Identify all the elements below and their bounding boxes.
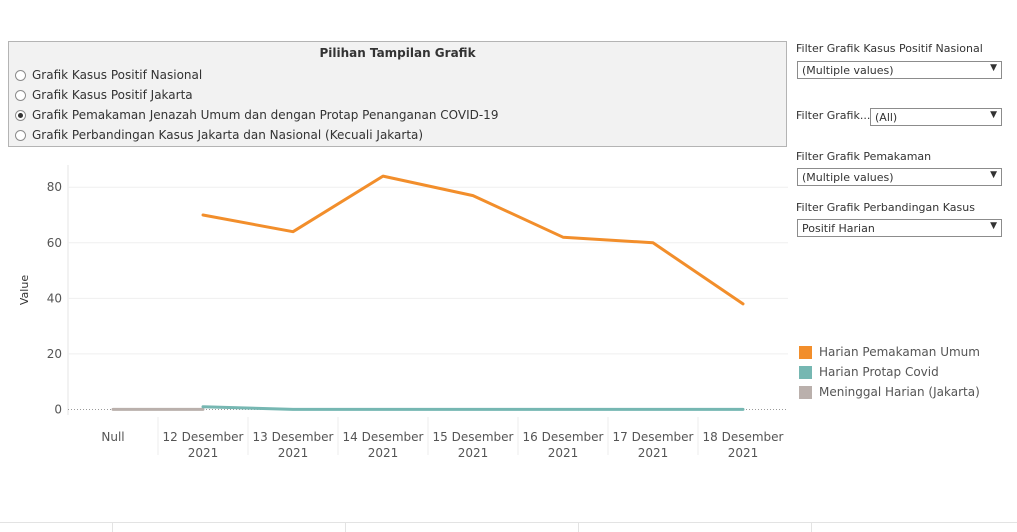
legend-swatch: [799, 365, 812, 379]
radio-label: Grafik Kasus Positif Nasional: [32, 68, 203, 82]
line-chart: 0 20 40 60 80 Null 12 Desember 2021 13 Desember…: [18, 165, 788, 460]
filter-label-perbandingan: Filter Grafik Perbandingan Kasus: [796, 201, 975, 214]
radio-label: Grafik Pemakaman Jenazah Umum dan dengan…: [32, 108, 499, 122]
radio-icon[interactable]: [15, 89, 26, 101]
radio-icon[interactable]: [15, 129, 26, 141]
filter-label-pemakaman: Filter Grafik Pemakaman: [796, 150, 932, 163]
chevron-down-icon: ▼: [990, 63, 997, 73]
filter-dropdown-grafik[interactable]: (All) ▼: [870, 108, 1002, 126]
radio-icon[interactable]: [15, 69, 26, 81]
filter-dropdown-pemakaman[interactable]: (Multiple values) ▼: [797, 168, 1002, 186]
x-tick-label: 15 Desember: [433, 430, 514, 444]
radio-option-perbandingan[interactable]: Grafik Perbandingan Kasus Jakarta dan Na…: [15, 126, 423, 144]
chart-selection-panel: Pilihan Tampilan Grafik Grafik Kasus Pos…: [8, 41, 787, 147]
y-axis: 0 20 40 60 80: [47, 180, 62, 416]
panel-title: Pilihan Tampilan Grafik: [319, 46, 476, 60]
radio-label: Grafik Perbandingan Kasus Jakarta dan Na…: [32, 128, 424, 142]
chevron-down-icon: ▼: [990, 110, 997, 120]
x-axis: Null 12 Desember 2021 13 Desember 2021 14 Des…: [101, 417, 784, 460]
radio-icon[interactable]: [15, 109, 26, 121]
x-tick-label: 16 Desember: [523, 430, 604, 444]
x-tick-label: 2021: [728, 446, 759, 460]
series-line: [201, 405, 745, 411]
chevron-down-icon: ▼: [990, 221, 997, 231]
x-tick-label: 18 Desember: [703, 430, 784, 444]
y-tick-label: 60: [47, 236, 62, 250]
bottom-divider-tick: [811, 522, 812, 532]
radio-option-kasus-jakarta[interactable]: Grafik Kasus Positif Jakarta: [15, 86, 193, 104]
bottom-divider-tick: [112, 522, 113, 532]
radio-option-pemakaman[interactable]: Grafik Pemakaman Jenazah Umum dan dengan…: [15, 106, 498, 124]
radio-option-kasus-nasional[interactable]: Grafik Kasus Positif Nasional: [15, 66, 202, 84]
filter-label-grafik: Filter Grafik...: [796, 109, 871, 122]
filter-label-kasus-nasional: Filter Grafik Kasus Positif Nasional: [796, 42, 983, 55]
legend-label: Harian Protap Covid: [819, 365, 939, 379]
filter-dropdown-perbandingan[interactable]: Positif Harian ▼: [797, 219, 1002, 237]
dropdown-value: Positif Harian: [802, 222, 875, 235]
series-line: [201, 174, 745, 306]
x-tick-label: 2021: [458, 446, 489, 460]
x-tick-label: 17 Desember: [613, 430, 694, 444]
chevron-down-icon: ▼: [990, 170, 997, 180]
chart-series: [111, 174, 745, 411]
x-tick-label: 12 Desember: [163, 430, 244, 444]
legend-item-pemakaman-umum[interactable]: Harian Pemakaman Umum: [799, 342, 980, 362]
y-tick-label: 40: [47, 291, 62, 305]
x-tick-label: 2021: [278, 446, 309, 460]
radio-label: Grafik Kasus Positif Jakarta: [32, 88, 193, 102]
dropdown-value: (All): [875, 111, 898, 124]
bottom-divider-tick: [345, 522, 346, 532]
dropdown-value: (Multiple values): [802, 171, 894, 184]
x-tick-label: 14 Desember: [343, 430, 424, 444]
legend-label: Harian Pemakaman Umum: [819, 345, 980, 359]
legend-swatch: [799, 345, 812, 359]
x-tick-label: 2021: [368, 446, 399, 460]
legend-swatch: [799, 385, 812, 399]
legend-item-meninggal-jakarta[interactable]: Meninggal Harian (Jakarta): [799, 382, 980, 402]
x-tick-label: 2021: [548, 446, 579, 460]
y-tick-label: 80: [47, 180, 62, 194]
bottom-divider-tick: [578, 522, 579, 532]
chart-grid: [67, 165, 788, 415]
dropdown-value: (Multiple values): [802, 64, 894, 77]
x-tick-label: 2021: [188, 446, 219, 460]
x-tick-label: 2021: [638, 446, 669, 460]
y-axis-title: Value: [18, 275, 31, 305]
x-tick-label: 13 Desember: [253, 430, 334, 444]
bottom-divider: [0, 522, 1017, 523]
legend-label: Meninggal Harian (Jakarta): [819, 385, 980, 399]
filter-dropdown-kasus-nasional[interactable]: (Multiple values) ▼: [797, 61, 1002, 79]
chart-legend: Harian Pemakaman Umum Harian Protap Covi…: [799, 342, 980, 402]
y-tick-label: 20: [47, 347, 62, 361]
legend-item-protap-covid[interactable]: Harian Protap Covid: [799, 362, 980, 382]
y-tick-label: 0: [54, 402, 62, 416]
x-tick-label: Null: [101, 430, 124, 444]
